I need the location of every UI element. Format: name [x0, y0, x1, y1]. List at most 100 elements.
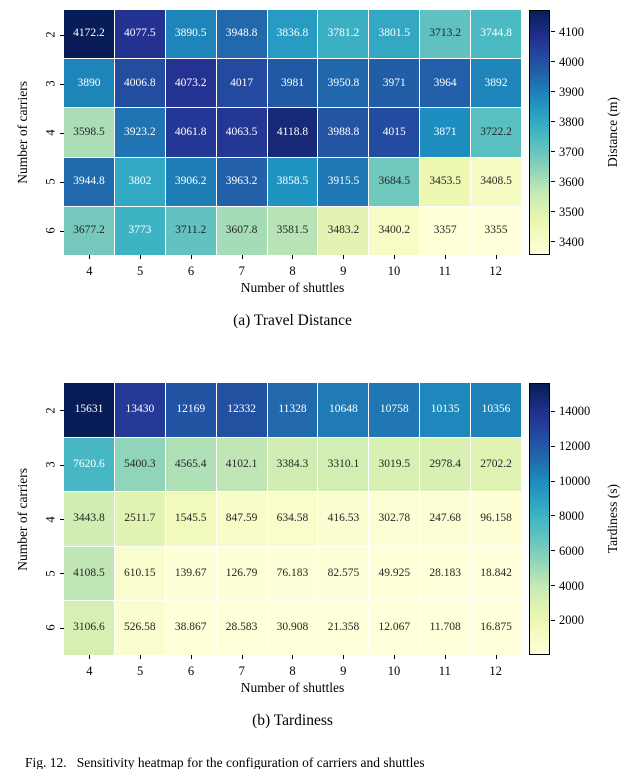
heatmap-cell: 3906.2 [165, 157, 216, 206]
x-tick-label: 6 [166, 655, 217, 679]
heatmap-cell: 3963.2 [216, 157, 267, 206]
figure-caption: Fig. 12. Sensitivity heatmap for the con… [25, 755, 425, 769]
heatmap-cell: 3443.8 [64, 492, 114, 546]
heatmap-cell: 2702.2 [471, 437, 521, 492]
y-axis-label-text: Number of carriers [15, 81, 30, 184]
heatmap-cell: 3713.2 [420, 10, 471, 59]
colorbar-tick-label: 10000 [559, 474, 591, 489]
heatmap-cell: 3408.5 [471, 157, 521, 206]
heatmap-cell: 12332 [216, 383, 267, 437]
heatmap-cell: 21.358 [318, 601, 369, 655]
colorbar-tick-mark [551, 619, 555, 621]
heatmap-cell: 11328 [267, 383, 318, 437]
heatmap-cell: 3744.8 [471, 10, 521, 59]
y-tick-label: 5 [42, 157, 64, 206]
heatmap-cell: 3964 [420, 59, 471, 108]
heatmap-cell: 96.158 [471, 492, 521, 546]
colorbar-tick-mark [551, 410, 555, 412]
heatmap-cell: 12.067 [369, 601, 420, 655]
colorbar-scale: 3400 3500 3600 3700 3800 3900 4000 4100 [551, 10, 611, 255]
heatmap-cell: 10758 [369, 383, 420, 437]
heatmap-cell: 7620.6 [64, 437, 114, 492]
x-axis-ticks: 4 5 6 7 8 9 10 11 12 [64, 655, 521, 679]
heatmap-cell: 247.68 [420, 492, 471, 546]
heatmap-cell: 416.53 [318, 492, 369, 546]
y-tick-label: 3 [42, 437, 64, 491]
heatmap-grid: 4172.2 4077.5 3890.5 3948.8 3836.8 3781.2 3801… [64, 10, 521, 255]
heatmap-cell: 3923.2 [114, 108, 165, 157]
colorbar-tick-label: 3600 [559, 174, 584, 189]
heatmap-cell: 4172.2 [64, 10, 114, 59]
heatmap-cell: 3773 [114, 206, 165, 255]
heatmap-cell: 526.58 [114, 601, 165, 655]
colorbar-tick-mark [551, 121, 555, 123]
heatmap-cell: 3607.8 [216, 206, 267, 255]
x-tick-label: 12 [470, 255, 521, 279]
heatmap-cell: 3890.5 [165, 10, 216, 59]
colorbar-tick-mark [551, 241, 555, 243]
x-tick-label: 11 [419, 655, 470, 679]
colorbar-tick-label: 12000 [559, 439, 591, 454]
colorbar-label: Tardiness (s) [601, 383, 625, 655]
colorbar-tick-label: 4100 [559, 24, 584, 39]
heatmap-cell: 3781.2 [318, 10, 369, 59]
colorbar-tick-label: 3900 [559, 84, 584, 99]
heatmap-cell: 5400.3 [114, 437, 165, 492]
heatmap-cell: 3019.5 [369, 437, 420, 492]
y-tick-label: 2 [42, 383, 64, 437]
heatmap-cell: 3892 [471, 59, 521, 108]
heatmap-grid: 15631 13430 12169 12332 11328 10648 10758 10135… [64, 383, 521, 655]
heatmap-cell: 3944.8 [64, 157, 114, 206]
heatmap-cell: 1545.5 [165, 492, 216, 546]
x-tick-label: 11 [419, 255, 470, 279]
heatmap-cell: 3677.2 [64, 206, 114, 255]
heatmap-cell: 3357 [420, 206, 471, 255]
heatmap-cell: 76.183 [267, 546, 318, 601]
y-axis-label: Number of carriers [14, 383, 32, 655]
heatmap-cell: 3711.2 [165, 206, 216, 255]
heatmap-cell: 3871 [420, 108, 471, 157]
x-tick-label: 8 [267, 655, 318, 679]
x-tick-label: 9 [318, 255, 369, 279]
colorbar-tick-label: 4000 [559, 54, 584, 69]
x-tick-label: 6 [166, 255, 217, 279]
heatmap-cell: 11.708 [420, 601, 471, 655]
heatmap-cell: 49.925 [369, 546, 420, 601]
x-axis-label: Number of shuttles [240, 280, 345, 295]
heatmap-cell: 2511.7 [114, 492, 165, 546]
colorbar-tick-mark [551, 515, 555, 517]
x-tick-label: 4 [64, 655, 115, 679]
colorbar-label: Distance (m) [601, 10, 625, 255]
y-tick-label: 4 [42, 108, 64, 157]
heatmap-cell: 3981 [267, 59, 318, 108]
y-axis-label-text: Number of carriers [15, 467, 30, 571]
heatmap-cell: 4108.5 [64, 546, 114, 601]
colorbar-tick-mark [551, 585, 555, 587]
colorbar-tick-label: 3700 [559, 144, 584, 159]
heatmap-cell: 4061.8 [165, 108, 216, 157]
x-tick-label: 10 [369, 255, 420, 279]
colorbar-tick-mark [551, 61, 555, 63]
heatmap-cell: 4015 [369, 108, 420, 157]
heatmap-cell: 3598.5 [64, 108, 114, 157]
heatmap-cell: 3858.5 [267, 157, 318, 206]
heatmap-cell: 3915.5 [318, 157, 369, 206]
heatmap-cell: 4565.4 [165, 437, 216, 492]
heatmap-cell: 3483.2 [318, 206, 369, 255]
colorbar-tick-label: 6000 [559, 543, 584, 558]
x-tick-label: 5 [115, 655, 166, 679]
heatmap-cell: 3310.1 [318, 437, 369, 492]
colorbar-tick-label: 3400 [559, 234, 584, 249]
x-tick-label: 4 [64, 255, 115, 279]
heatmap-cell: 4118.8 [267, 108, 318, 157]
heatmap-cell: 3948.8 [216, 10, 267, 59]
heatmap-cell: 126.79 [216, 546, 267, 601]
colorbar-label-text: Tardiness (s) [605, 484, 620, 554]
heatmap-cell: 4017 [216, 59, 267, 108]
x-axis-label: Number of shuttles [240, 680, 345, 695]
heatmap-cell: 38.867 [165, 601, 216, 655]
colorbar-tick-label: 2000 [559, 613, 584, 628]
y-tick-label: 6 [42, 601, 64, 655]
colorbar-tick-label: 8000 [559, 508, 584, 523]
